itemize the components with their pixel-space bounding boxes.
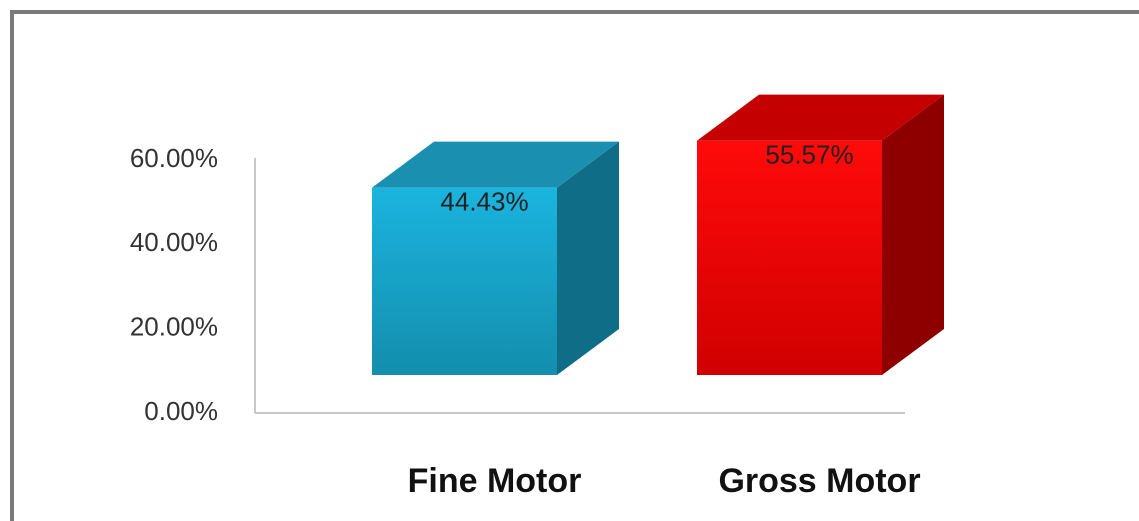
y-tick-label: 60.00% bbox=[130, 143, 218, 173]
data-label: 55.57% bbox=[765, 140, 853, 170]
y-tick-label: 20.00% bbox=[130, 312, 218, 342]
data-label: 44.43% bbox=[440, 187, 528, 217]
bar bbox=[697, 140, 882, 375]
bar-top bbox=[372, 141, 619, 188]
x-tick-label: Gross Motor bbox=[718, 462, 920, 500]
bar-side bbox=[557, 141, 619, 375]
bar bbox=[372, 187, 557, 375]
y-tick-label: 0.00% bbox=[144, 396, 218, 426]
bar-side bbox=[882, 94, 944, 375]
x-tick-label: Fine Motor bbox=[408, 462, 582, 500]
bar-top bbox=[697, 94, 944, 141]
y-tick-label: 40.00% bbox=[130, 227, 218, 257]
